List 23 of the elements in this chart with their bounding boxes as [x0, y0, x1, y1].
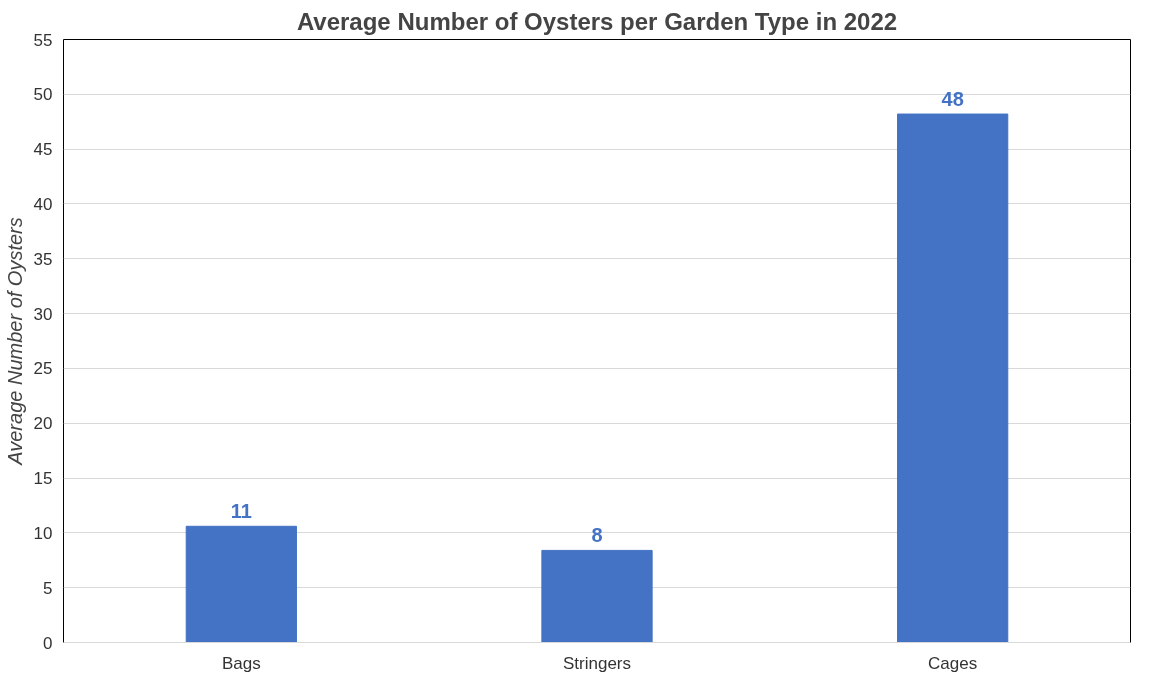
bar: [897, 113, 1009, 643]
y-tick-label: 15: [33, 469, 53, 489]
y-tick-label: 45: [33, 140, 53, 160]
y-axis-title: Average Number of Oysters: [3, 217, 26, 466]
y-tick-label: 25: [33, 359, 53, 379]
chart-title: Average Number of Oysters per Garden Type in 2022: [296, 7, 898, 35]
x-tick-label: Cages: [928, 653, 978, 673]
bar: [185, 525, 297, 643]
y-tick-label: 10: [33, 523, 53, 543]
x-tick-label: Bags: [221, 653, 261, 673]
data-label: 8: [591, 524, 603, 547]
y-tick-label: 0: [43, 633, 53, 653]
bar: [541, 549, 653, 643]
y-tick-label: 55: [33, 30, 53, 50]
y-tick-label: 50: [33, 85, 53, 105]
y-tick-label: 40: [33, 194, 53, 214]
y-tick-label: 20: [33, 414, 53, 434]
y-tick-label: 5: [43, 578, 53, 598]
y-tick-label: 35: [33, 249, 53, 269]
y-tick-label: 30: [33, 304, 53, 324]
x-tick-label: Stringers: [562, 653, 632, 673]
data-label: 11: [230, 500, 252, 523]
data-label: 48: [941, 88, 964, 111]
